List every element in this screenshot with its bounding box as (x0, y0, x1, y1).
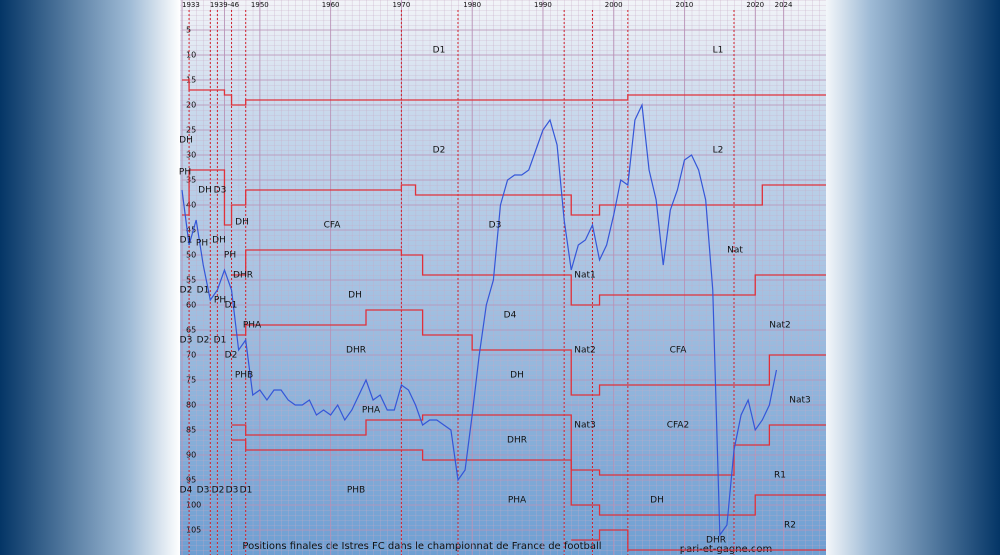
league-label: D3 (180, 336, 193, 346)
league-label: Nat1 (574, 271, 596, 281)
y-tick-label: 40 (186, 201, 196, 210)
x-tick-label: 1960 (322, 1, 340, 9)
league-boundary (231, 249, 826, 306)
chart-title: Positions finales de Istres FC dans le c… (242, 541, 601, 552)
x-tick-label: 1970 (392, 1, 410, 9)
league-boundary (571, 529, 826, 551)
league-label: R2 (784, 521, 796, 531)
y-tick-label: 15 (186, 76, 196, 85)
y-tick-label: 50 (186, 251, 196, 260)
league-label: DHR (706, 536, 726, 546)
league-label: PHB (235, 371, 253, 381)
y-tick-label: 35 (186, 176, 196, 185)
league-label: D2 (180, 286, 193, 296)
y-tick-label: 10 (186, 51, 196, 60)
league-label: PH (224, 251, 236, 261)
league-label: DH (179, 136, 193, 146)
league-label: PHA (243, 321, 262, 331)
position-line (181, 102, 778, 537)
league-label: PHA (362, 406, 381, 416)
league-label: DH (650, 496, 664, 506)
league-label: D1 (197, 286, 210, 296)
league-label: PHA (508, 496, 527, 506)
league-label: D1 (180, 236, 193, 246)
league-label: D1 (433, 46, 446, 56)
x-tick-label: 1933 (182, 1, 200, 9)
league-label: D1 (240, 486, 253, 496)
league-label: L2 (713, 146, 724, 156)
y-tick-label: 85 (186, 426, 196, 435)
league-boundary (182, 169, 826, 226)
x-tick-label: 1980 (463, 1, 481, 9)
league-label: PHB (347, 486, 365, 496)
y-tick-label: 70 (186, 351, 196, 360)
league-boundary (231, 439, 826, 516)
league-boundary (231, 414, 826, 476)
league-label: DH (198, 186, 212, 196)
x-tick-label: 1990 (534, 1, 552, 9)
y-tick-label: 75 (186, 376, 196, 385)
x-tick-label: 2010 (676, 1, 694, 9)
league-label: Nat (727, 246, 743, 256)
league-label: PH (196, 239, 208, 249)
league-label: D3 (226, 486, 239, 496)
y-tick-label: 60 (186, 301, 196, 310)
league-label: D2 (433, 146, 446, 156)
league-boundary (182, 79, 826, 106)
league-label: PH (214, 296, 226, 306)
league-label: L1 (713, 46, 724, 56)
league-label: D3 (214, 186, 227, 196)
league-label: D3 (197, 486, 210, 496)
league-label: D2 (225, 351, 238, 361)
league-label: D2 (212, 486, 225, 496)
x-tick-label: 2024 (775, 1, 793, 9)
league-label: DH (510, 371, 524, 381)
y-tick-label: 105 (186, 526, 201, 535)
league-label: CFA (670, 346, 688, 356)
league-label: Nat2 (574, 346, 596, 356)
y-tick-label: 25 (186, 126, 196, 135)
league-label: D4 (504, 311, 517, 321)
league-label: CFA2 (667, 421, 690, 431)
x-tick-label: 2000 (605, 1, 623, 9)
league-label: DH (348, 291, 362, 301)
y-tick-label: 30 (186, 151, 196, 160)
y-tick-label: 45 (186, 226, 196, 235)
y-tick-label: 65 (186, 326, 196, 335)
x-tick-label: 2020 (746, 1, 764, 9)
y-tick-label: 5 (186, 26, 191, 35)
league-label: D2 (197, 336, 210, 346)
league-label: D4 (180, 486, 193, 496)
league-label: D3 (489, 221, 502, 231)
league-label: Nat3 (574, 421, 596, 431)
league-label: DH (212, 236, 226, 246)
league-label: Nat2 (769, 321, 791, 331)
y-tick-label: 80 (186, 401, 196, 410)
x-tick-label: 1950 (251, 1, 269, 9)
league-label: CFA (324, 221, 342, 231)
y-tick-label: 20 (186, 101, 196, 110)
league-label: DHR (233, 271, 253, 281)
league-label: DHR (346, 346, 366, 356)
league-label: R1 (774, 471, 786, 481)
league-label: PH (179, 168, 191, 178)
x-tick-label: 1939-46 (210, 1, 240, 9)
league-label: DHR (507, 436, 527, 446)
y-tick-label: 100 (186, 501, 201, 510)
league-label: D1 (225, 301, 238, 311)
league-label: D1 (214, 336, 227, 346)
y-tick-label: 95 (186, 476, 196, 485)
y-tick-label: 55 (186, 276, 196, 285)
fine-grid (180, 0, 826, 555)
league-label: DH (235, 218, 249, 228)
y-tick-label: 90 (186, 451, 196, 460)
league-label: Nat3 (789, 396, 811, 406)
league-boundary (231, 309, 826, 396)
